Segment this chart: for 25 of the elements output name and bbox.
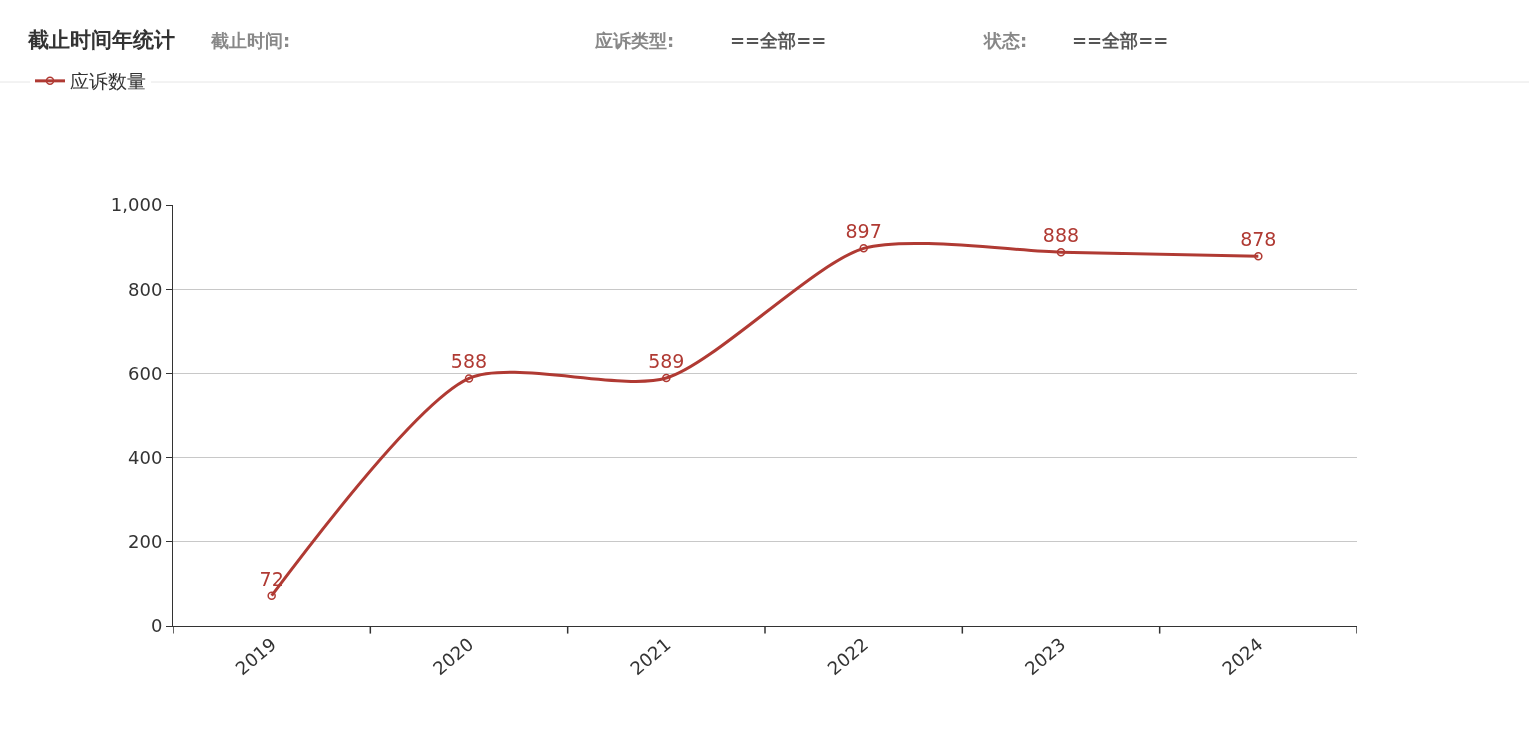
data-label: 589	[648, 349, 685, 372]
text: ==全部==	[730, 30, 827, 51]
text: 状态:	[982, 30, 1028, 51]
point	[859, 244, 868, 253]
point	[267, 591, 276, 600]
legend-label: 应诉数量	[70, 70, 146, 93]
y-tick-label: 800	[128, 278, 163, 300]
point	[1254, 252, 1263, 261]
point	[1056, 247, 1066, 257]
data-label: 878	[1240, 228, 1277, 251]
data-label: 897	[845, 220, 882, 243]
y-tick-label: 200	[128, 531, 163, 553]
y-tick-label: 0	[150, 615, 163, 637]
text: 应诉类型:	[594, 30, 675, 51]
text: ==全部==	[1072, 30, 1169, 51]
y-tick-label: 600	[128, 362, 163, 384]
point	[464, 374, 474, 383]
data-label: 888	[1042, 224, 1080, 247]
data-label: 72	[259, 567, 284, 590]
y-tick-label: 400	[128, 446, 163, 468]
text: 截止时间:	[210, 30, 291, 51]
point	[662, 373, 671, 383]
y-tick-label: 1,000	[110, 194, 163, 216]
data-label: 588	[450, 350, 488, 373]
chart-title: 截止时间年统计	[27, 28, 175, 52]
